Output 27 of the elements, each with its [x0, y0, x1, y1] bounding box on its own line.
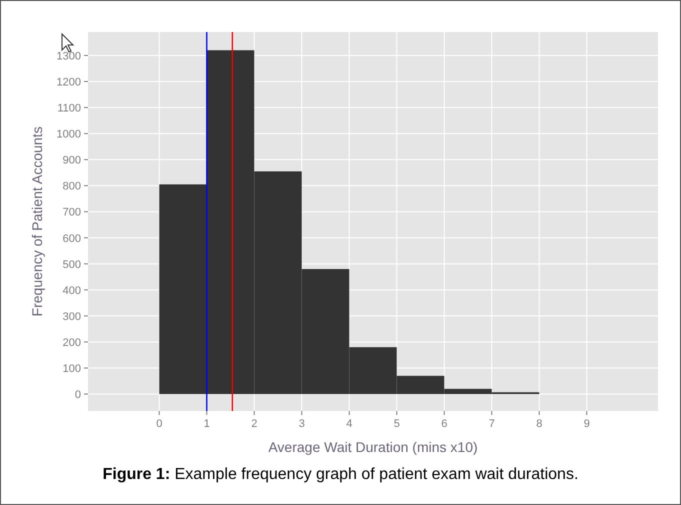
y-tick-label: 400	[62, 284, 81, 297]
x-tick-label: 2	[251, 418, 258, 430]
x-tick-label: 3	[298, 418, 305, 430]
y-tick-label: 900	[62, 154, 81, 167]
x-tick-label: 5	[394, 418, 400, 430]
x-tick-label: 7	[488, 418, 495, 430]
x-axis-title: Average Wait Duration (mins x10)	[268, 439, 478, 455]
caption: Figure 1: Example frequency graph of patient exam wait durations.	[102, 466, 578, 483]
y-tick-label: 1100	[57, 102, 81, 115]
y-axis-title: Frequency of Patient Accounts	[29, 126, 45, 316]
y-tick-label: 100	[62, 363, 81, 376]
y-tick-label: 200	[62, 336, 81, 349]
x-tick-label: 0	[156, 418, 162, 430]
x-tick-label: 8	[536, 418, 542, 430]
y-tick-label: 800	[62, 180, 81, 193]
y-tick-label: 1300	[56, 50, 81, 62]
x-tick-label: 4	[346, 418, 352, 430]
y-tick-label: 700	[62, 206, 81, 219]
x-tick-label: 6	[441, 418, 448, 430]
y-tick-label: 0	[74, 389, 81, 402]
y-tick-label: 1200	[56, 76, 81, 88]
y-tick-label: 600	[62, 232, 81, 245]
x-tick-label: 1	[204, 418, 210, 430]
y-tick-label: 1000	[56, 128, 81, 141]
x-tick-label: 9	[584, 418, 590, 430]
y-tick-label: 300	[62, 310, 81, 323]
y-tick-label: 500	[62, 258, 81, 271]
